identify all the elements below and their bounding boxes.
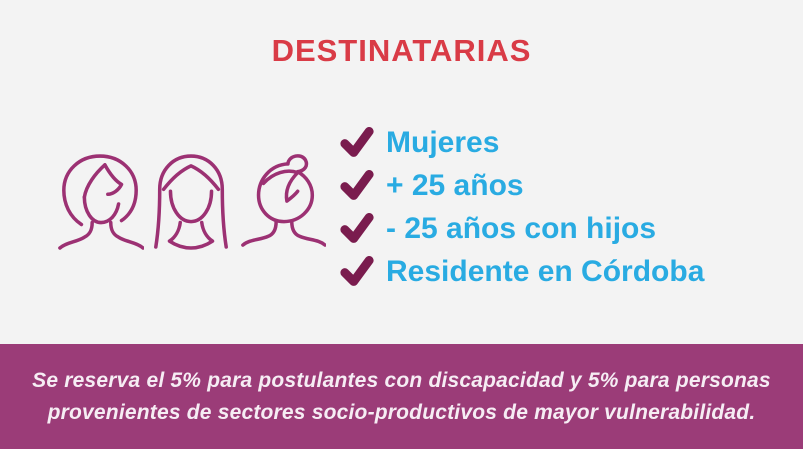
check-icon bbox=[340, 256, 374, 286]
woman-bob-haircut-icon bbox=[56, 147, 144, 259]
list-item: Residente en Córdoba bbox=[340, 250, 704, 293]
list-item-label: - 25 años con hijos bbox=[386, 211, 657, 245]
footer-note-line: Se reserva el 5% para postulantes con di… bbox=[32, 368, 771, 392]
list-item-label: + 25 años bbox=[386, 168, 524, 202]
woman-long-hair-icon bbox=[147, 147, 235, 259]
check-icon bbox=[340, 170, 374, 200]
footer-banner: Se reserva el 5% para postulantes con di… bbox=[0, 344, 803, 449]
destinatarias-list: Mujeres + 25 años - 25 años con hijos Re… bbox=[340, 121, 704, 293]
list-item: Mujeres bbox=[340, 121, 704, 164]
list-item-label: Mujeres bbox=[386, 125, 500, 159]
list-item-label: Residente en Córdoba bbox=[386, 254, 705, 288]
woman-hair-bun-icon bbox=[238, 147, 326, 259]
women-avatars-group bbox=[56, 147, 326, 259]
check-icon bbox=[340, 213, 374, 243]
footer-note-line: provenientes de sectores socio-productiv… bbox=[47, 400, 756, 424]
page-title: DESTINATARIAS bbox=[271, 33, 532, 68]
list-item: + 25 años bbox=[340, 164, 704, 207]
list-item: - 25 años con hijos bbox=[340, 207, 704, 250]
check-icon bbox=[340, 127, 374, 157]
